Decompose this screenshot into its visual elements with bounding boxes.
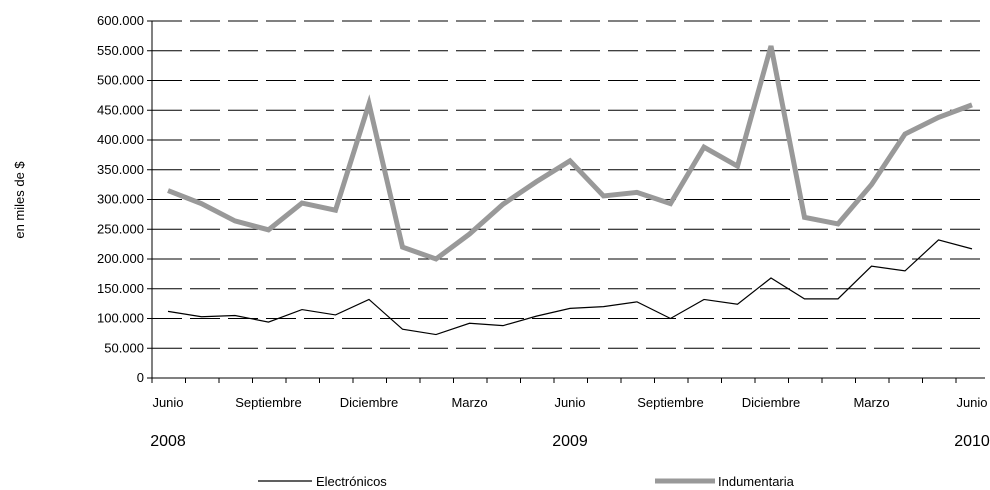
x-tick-label: Septiembre	[235, 395, 301, 410]
x-tick-label: Septiembre	[637, 395, 703, 410]
y-tick-label: 300.000	[97, 192, 144, 207]
y-tick-label: 50.000	[104, 340, 144, 355]
series-lines	[167, 45, 973, 336]
y-tick-label: 350.000	[97, 162, 144, 177]
y-tick-label: 150.000	[97, 281, 144, 296]
y-tick-label: 200.000	[97, 251, 144, 266]
x-tick-label: Junio	[554, 395, 585, 410]
y-tick-label: 400.000	[97, 132, 144, 147]
axes	[147, 20, 985, 383]
series-line-electr-nicos	[167, 239, 973, 336]
x-tick-label: Marzo	[853, 395, 889, 410]
y-tick-label: 500.000	[97, 73, 144, 88]
y-tick-label: 250.000	[97, 221, 144, 236]
y-tick-label: 0	[137, 370, 144, 385]
year-labels: 2008 2009 2010	[150, 433, 990, 450]
grid-lines	[152, 20, 985, 349]
legend: Electrónicos Indumentaria	[258, 474, 795, 489]
x-tick-label: Diciembre	[340, 395, 399, 410]
year-label: 2008	[150, 433, 186, 450]
y-axis-tick-labels: 0 50.000 100.000 150.000 200.000 250.000 300.0…	[97, 13, 144, 385]
y-tick-label: 600.000	[97, 13, 144, 28]
x-axis-tick-labels: Junio Septiembre Diciembre Marzo Junio Septie…	[152, 395, 987, 410]
x-tick-label: Junio	[152, 395, 183, 410]
y-tick-label: 450.000	[97, 102, 144, 117]
y-tick-label: 550.000	[97, 43, 144, 58]
x-tick-label: Diciembre	[742, 395, 801, 410]
x-tick-label: Junio	[956, 395, 987, 410]
y-tick-label: 100.000	[97, 311, 144, 326]
x-tick-label: Marzo	[451, 395, 487, 410]
series-line-indumentaria	[167, 45, 973, 262]
legend-label: Indumentaria	[718, 474, 795, 489]
y-axis-label: en miles de $	[12, 161, 27, 239]
legend-label: Electrónicos	[316, 474, 387, 489]
year-label: 2010	[954, 433, 990, 450]
year-label: 2009	[552, 433, 588, 450]
